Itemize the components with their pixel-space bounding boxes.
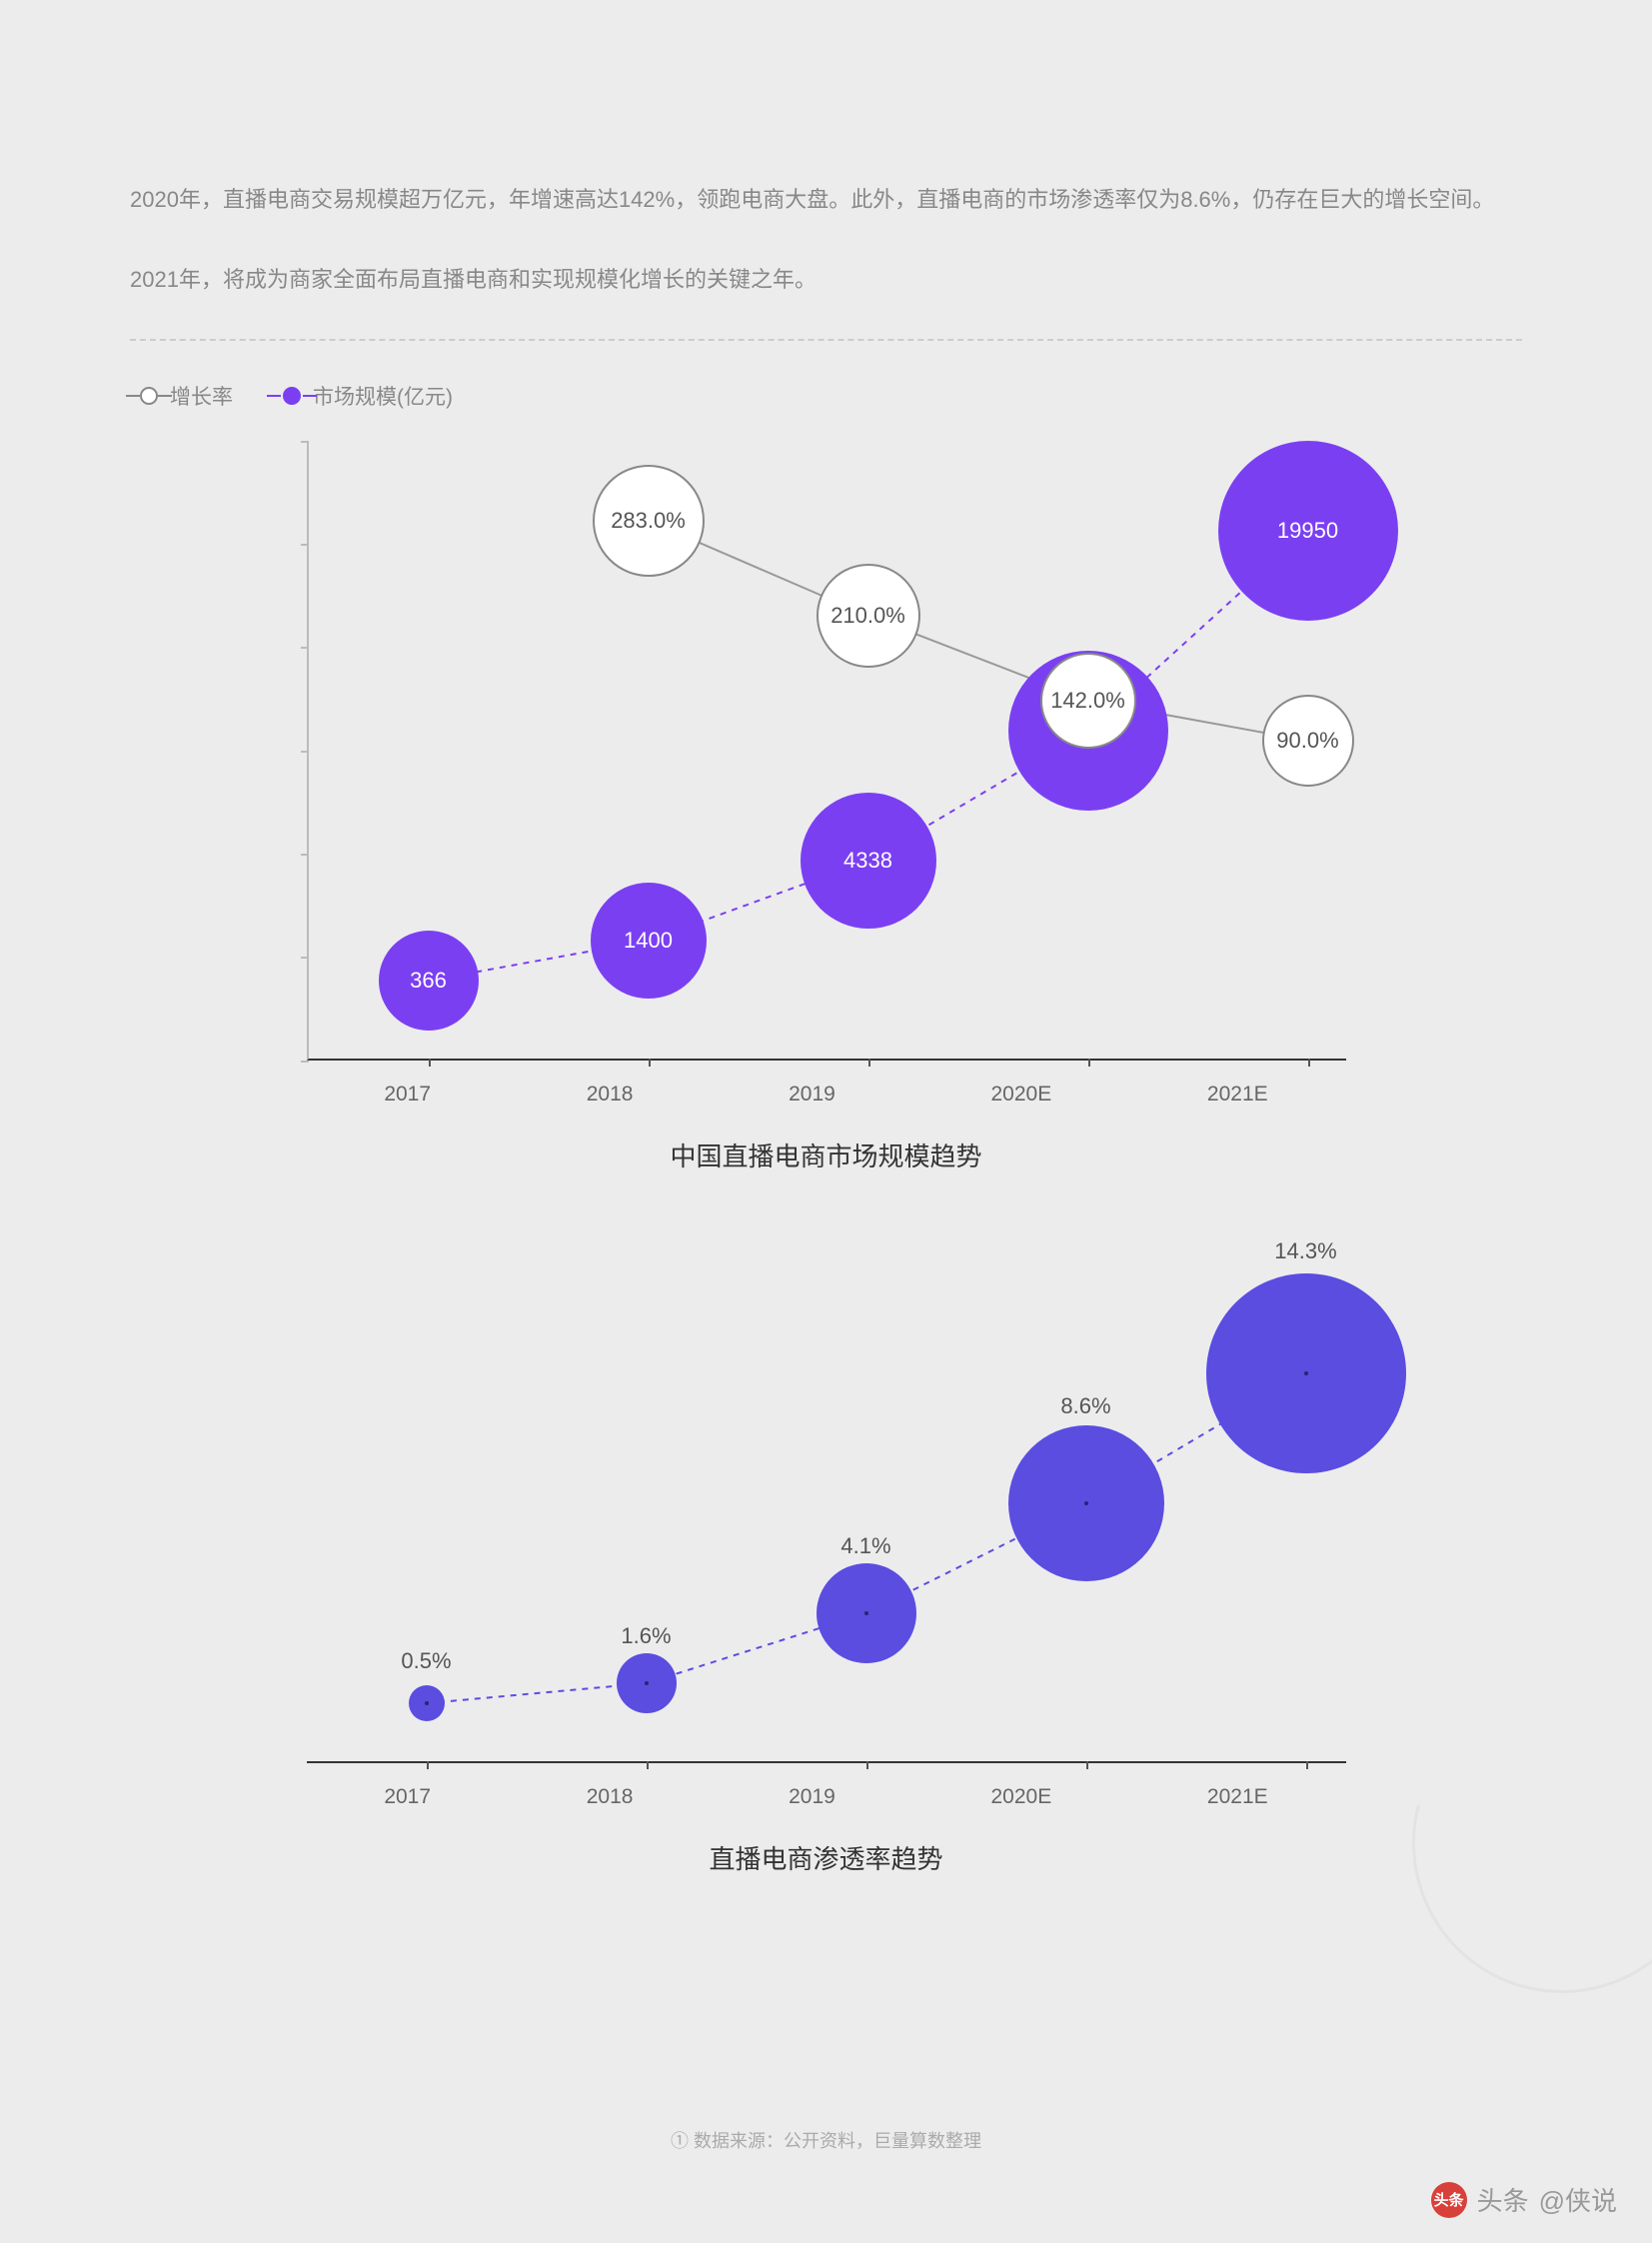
chart1-plot-area: 366140043381050019950283.0%210.0%142.0%9…: [307, 441, 1346, 1061]
chart2-title: 直播电商渗透率趋势: [307, 1839, 1346, 1876]
x-label: 2018: [587, 1083, 634, 1107]
avatar-icon: 头条: [1431, 2182, 1467, 2218]
intro-paragraph-1: 2020年，直播电商交易规模超万亿元，年增速高达142%，领跑电商大盘。此外，直…: [130, 180, 1522, 220]
x-label: 2020E: [991, 1083, 1052, 1107]
x-label: 2017: [384, 1785, 431, 1809]
chart2-plot-area: 0.5%1.6%4.1%8.6%14.3%: [307, 1243, 1346, 1763]
penetration-label: 1.6%: [621, 1623, 671, 1649]
legend: 增长率 市场规模(亿元): [130, 381, 1522, 411]
market-bubble: 19950: [1218, 441, 1398, 621]
y-axis-tick: [301, 751, 309, 753]
x-label: 2018: [587, 1785, 634, 1809]
market-bubble: 366: [379, 931, 479, 1031]
intro-paragraph-2: 2021年，将成为商家全面布局直播电商和实现规模化增长的关键之年。: [130, 260, 1522, 300]
growth-bubble: 90.0%: [1262, 695, 1354, 787]
x-axis-tick: [1308, 1059, 1310, 1067]
x-axis-tick: [1306, 1761, 1308, 1769]
legend-label-growth: 增长率: [170, 381, 233, 411]
x-axis-tick: [868, 1059, 870, 1067]
chart2-x-axis: 2017 2018 2019 2020E 2021E: [307, 1785, 1346, 1809]
y-axis-tick: [301, 544, 309, 546]
y-axis-tick: [301, 647, 309, 649]
x-label: 2019: [789, 1083, 835, 1107]
penetration-label: 14.3%: [1274, 1238, 1336, 1264]
chart1-x-axis: 2017 2018 2019 2020E 2021E: [307, 1083, 1346, 1107]
section-divider: [130, 339, 1522, 341]
chart-market-size: 366140043381050019950283.0%210.0%142.0%9…: [307, 441, 1346, 1173]
watermark-prefix: 头条: [1477, 2181, 1529, 2218]
y-axis-tick: [301, 441, 309, 443]
data-source-note: ① 数据来源：公开资料，巨量算数整理: [671, 2127, 981, 2153]
growth-bubble: 142.0%: [1040, 653, 1136, 749]
watermark-handle: @侠说: [1539, 2181, 1617, 2218]
legend-item-market: 市场规模(亿元): [283, 381, 453, 411]
market-bubble: 4338: [801, 793, 936, 929]
x-label: 2017: [384, 1083, 431, 1107]
x-axis-tick: [1088, 1059, 1090, 1067]
y-axis-tick: [301, 1061, 309, 1063]
watermark: 头条 头条 @侠说: [1431, 2181, 1617, 2218]
x-axis-tick: [429, 1059, 431, 1067]
x-label: 2019: [789, 1785, 835, 1809]
legend-label-market: 市场规模(亿元): [313, 381, 453, 411]
x-axis-tick: [649, 1059, 651, 1067]
chart-penetration: 0.5%1.6%4.1%8.6%14.3% 2017201820192020E2…: [307, 1243, 1346, 1876]
chart1-title: 中国直播电商市场规模趋势: [307, 1136, 1346, 1173]
growth-bubble: 283.0%: [593, 465, 705, 577]
legend-item-growth: 增长率: [140, 381, 233, 411]
x-axis-tick: [647, 1761, 649, 1769]
x-label: 2021E: [1207, 1785, 1268, 1809]
x-label: 2021E: [1207, 1083, 1268, 1107]
y-axis-tick: [301, 854, 309, 856]
circle-outline-icon: [140, 387, 158, 405]
penetration-label: 8.6%: [1060, 1393, 1110, 1419]
growth-bubble: 210.0%: [817, 564, 920, 668]
x-label: 2020E: [991, 1785, 1052, 1809]
penetration-bubble: [817, 1563, 916, 1663]
y-axis-tick: [301, 957, 309, 959]
circle-fill-icon: [283, 387, 301, 405]
penetration-bubble: [617, 1653, 677, 1713]
x-axis-tick: [866, 1761, 868, 1769]
market-bubble: 1400: [591, 883, 707, 999]
penetration-bubble: [1008, 1425, 1164, 1581]
chart2-lines: [307, 1243, 1346, 1763]
penetration-bubble: [409, 1685, 445, 1721]
x-axis-tick: [427, 1761, 429, 1769]
x-axis-tick: [1086, 1761, 1088, 1769]
penetration-label: 4.1%: [840, 1533, 890, 1559]
penetration-bubble: [1206, 1273, 1406, 1473]
penetration-label: 0.5%: [401, 1648, 451, 1674]
